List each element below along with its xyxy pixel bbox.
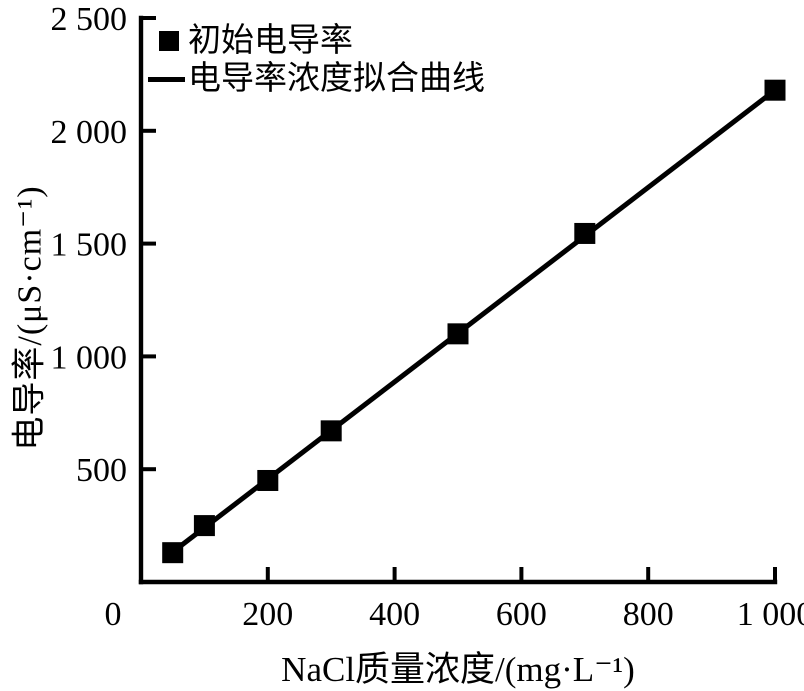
y-tick-label: 1 500 bbox=[51, 227, 128, 264]
origin-tick-label: 0 bbox=[105, 596, 122, 633]
y-tick-label: 2 500 bbox=[51, 1, 128, 38]
x-tick-label: 800 bbox=[623, 596, 674, 633]
legend-item-initial-conductivity: 初始电导率 bbox=[148, 22, 485, 60]
data-point-square bbox=[764, 79, 786, 101]
square-marker-icon bbox=[159, 31, 179, 51]
data-point-square bbox=[193, 515, 215, 537]
data-point-square bbox=[574, 222, 596, 244]
line-marker-icon bbox=[148, 76, 185, 82]
y-tick-label: 1 000 bbox=[51, 339, 128, 376]
data-point-square bbox=[447, 323, 469, 345]
data-point-square bbox=[162, 542, 184, 564]
legend-label-fit-line: 电导率浓度拟合曲线 bbox=[188, 61, 485, 97]
y-tick-label: 500 bbox=[76, 452, 127, 489]
legend-item-fit-line: 电导率浓度拟合曲线 bbox=[148, 60, 485, 98]
legend-label-initial-conductivity: 初始电导率 bbox=[188, 23, 353, 59]
x-tick-label: 600 bbox=[496, 596, 547, 633]
data-point-square bbox=[257, 469, 279, 491]
x-tick-label: 400 bbox=[369, 596, 420, 633]
data-point-square bbox=[320, 420, 342, 442]
x-tick-label: 1 000 bbox=[737, 596, 804, 633]
x-axis-label: NaCl质量浓度/(mg·L⁻¹) bbox=[281, 650, 635, 689]
legend: 初始电导率 电导率浓度拟合曲线 bbox=[148, 22, 485, 98]
x-tick-label: 200 bbox=[242, 596, 293, 633]
y-tick-label: 2 000 bbox=[51, 114, 128, 151]
y-axis-label: 电导率/(μS·cm⁻¹) bbox=[11, 185, 49, 451]
